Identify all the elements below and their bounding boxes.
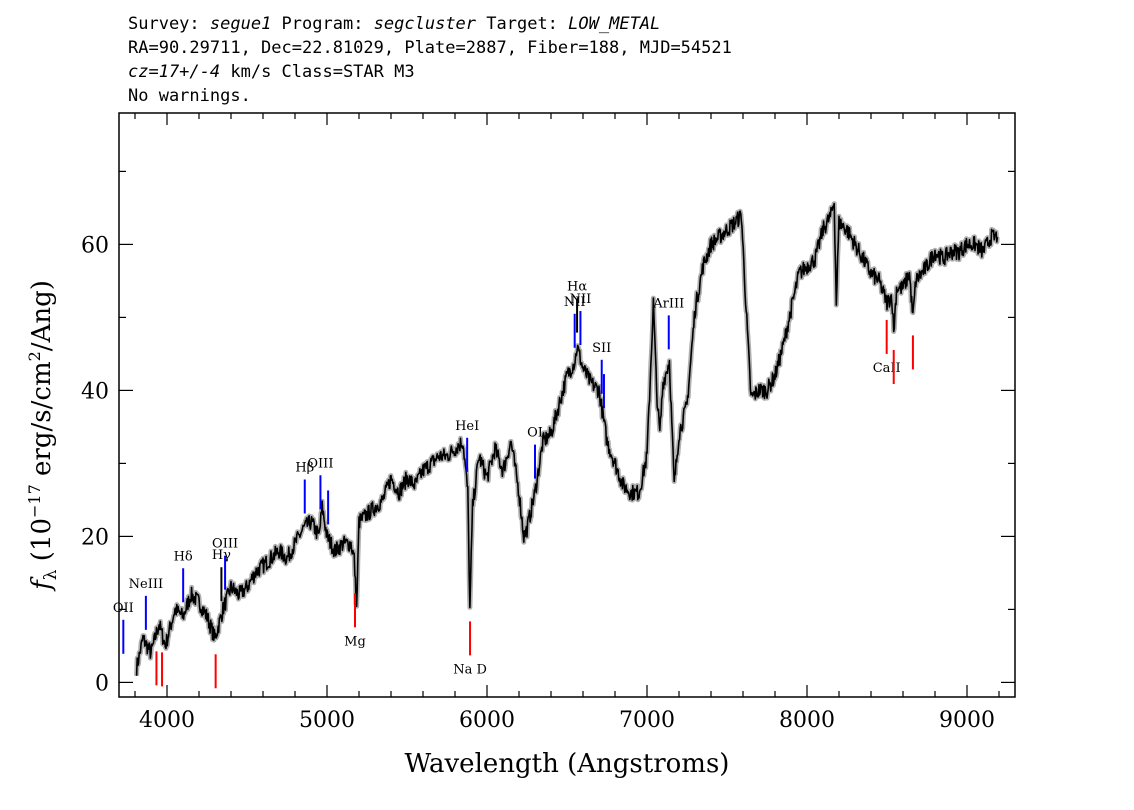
line-marker-label: ArIII	[652, 296, 684, 311]
program-label: Program:	[271, 14, 374, 34]
line-marker-label: OIII	[212, 537, 238, 552]
line-marker-label: Mg	[344, 634, 366, 649]
line-marker-label: Hδ	[174, 549, 193, 564]
x-tick-label: 7000	[619, 708, 675, 733]
spectrum-series	[135, 202, 999, 676]
y-tick-label: 20	[81, 525, 109, 550]
target-value: LOW_METAL	[568, 14, 661, 34]
error-band	[134, 201, 1000, 676]
x-tick-label: 4000	[139, 708, 195, 733]
y-axis-title-exponent: −17	[25, 484, 44, 518]
line-marker-label: HeI	[455, 419, 479, 434]
y-axis-title-units: erg/s/cm	[27, 361, 57, 484]
x-tick-label: 8000	[779, 708, 835, 733]
line-marker-label: NII	[564, 295, 586, 310]
survey-label: Survey:	[128, 14, 210, 34]
target-label: Target:	[476, 14, 569, 34]
redshift-value: cz=17+/-4	[128, 62, 221, 82]
line-marker-label: OI	[527, 426, 543, 441]
spectrum-header: Survey: segue1 Program: segcluster Targe…	[128, 12, 732, 108]
y-tick-label: 0	[95, 671, 109, 696]
x-tick-label: 6000	[459, 708, 515, 733]
line-marker-label: CaII	[873, 361, 901, 376]
line-marker-label: NII	[570, 292, 592, 307]
y-tick-label: 60	[81, 233, 109, 258]
y-axis-title: fλ (10−17 erg/s/cm2/Ang)	[25, 280, 61, 592]
x-axis-title: Wavelength (Angstroms)	[405, 749, 730, 779]
error-band-path	[134, 201, 1000, 676]
x-tick-label: 5000	[299, 708, 355, 733]
header-line-1: Survey: segue1 Program: segcluster Targe…	[128, 12, 732, 36]
class-value: km/s Class=STAR M3	[220, 62, 415, 82]
spectrum-path	[135, 202, 999, 676]
line-marker-label: Hβ	[295, 460, 314, 475]
y-axis-title-subscript: λ	[41, 569, 61, 580]
x-axis: 4000 5000 6000 7000 8000 9000	[134, 113, 1000, 733]
y-axis-title-close: /Ang)	[27, 280, 57, 351]
header-line-3: cz=17+/-4 km/s Class=STAR M3	[128, 60, 732, 84]
line-marker-label: SII	[592, 341, 611, 356]
line-marker-label: Na D	[453, 662, 487, 677]
y-tick-label: 40	[81, 379, 109, 404]
line-marker-label: OII	[113, 601, 134, 616]
line-marker-label: Hγ	[212, 548, 231, 563]
header-line-2: RA=90.29711, Dec=22.81029, Plate=2887, F…	[128, 38, 732, 58]
line-marker-label: NeIII	[129, 577, 163, 592]
line-marker-label: Hα	[567, 280, 587, 295]
y-axis: 0 20 40 60	[81, 170, 1015, 696]
y-axis-title-exponent-2: 2	[25, 351, 44, 361]
x-tick-label: 9000	[939, 708, 995, 733]
header-line-4: No warnings.	[128, 86, 251, 106]
plot-frame	[118, 112, 1016, 698]
y-axis-title-open: (10	[27, 518, 57, 570]
line-marker-label: OIII	[307, 456, 333, 471]
program-value: segcluster	[373, 14, 477, 34]
survey-value: segue1	[209, 14, 272, 34]
